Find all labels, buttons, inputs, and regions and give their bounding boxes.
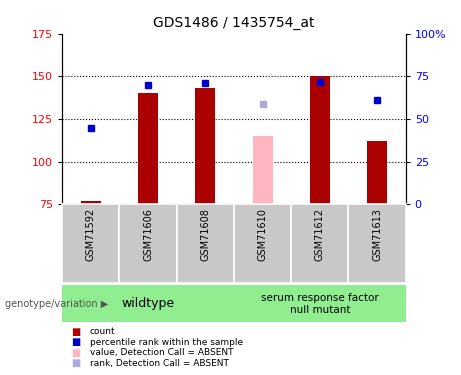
- Bar: [234, 285, 406, 322]
- Text: GSM71592: GSM71592: [86, 209, 96, 261]
- Bar: [81, 201, 101, 204]
- Text: percentile rank within the sample: percentile rank within the sample: [90, 338, 243, 347]
- Bar: [177, 204, 234, 283]
- Text: count: count: [90, 327, 116, 336]
- Text: value, Detection Call = ABSENT: value, Detection Call = ABSENT: [90, 348, 233, 357]
- Bar: [310, 76, 330, 204]
- Bar: [253, 136, 272, 204]
- Bar: [138, 93, 158, 204]
- Bar: [62, 285, 234, 322]
- Text: ■: ■: [71, 338, 81, 347]
- Text: GSM71610: GSM71610: [258, 209, 267, 261]
- Text: GSM71613: GSM71613: [372, 209, 382, 261]
- Text: genotype/variation ▶: genotype/variation ▶: [5, 299, 108, 309]
- Bar: [195, 88, 215, 204]
- Text: wildtype: wildtype: [122, 297, 175, 310]
- Text: GSM71608: GSM71608: [201, 209, 210, 261]
- Bar: [119, 204, 177, 283]
- Bar: [234, 204, 291, 283]
- Text: ■: ■: [71, 327, 81, 337]
- Bar: [349, 204, 406, 283]
- Text: ■: ■: [71, 358, 81, 368]
- Text: rank, Detection Call = ABSENT: rank, Detection Call = ABSENT: [90, 359, 229, 368]
- Title: GDS1486 / 1435754_at: GDS1486 / 1435754_at: [153, 16, 315, 30]
- Bar: [291, 204, 349, 283]
- Text: ■: ■: [71, 348, 81, 358]
- Text: GSM71606: GSM71606: [143, 209, 153, 261]
- Bar: [62, 204, 119, 283]
- Text: serum response factor
null mutant: serum response factor null mutant: [261, 293, 378, 315]
- Text: GSM71612: GSM71612: [315, 209, 325, 261]
- Bar: [367, 141, 387, 204]
